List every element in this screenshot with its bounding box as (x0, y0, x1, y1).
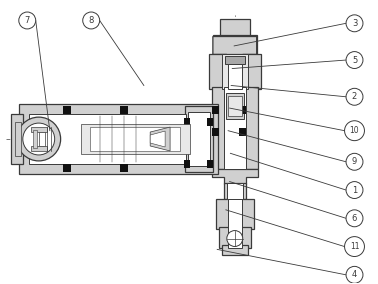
Bar (228, 64, 242, 89)
Polygon shape (213, 37, 257, 64)
Text: 8: 8 (88, 16, 94, 25)
Circle shape (345, 237, 364, 256)
Bar (239, 106, 246, 114)
Bar (207, 118, 213, 126)
Text: 2: 2 (352, 92, 357, 101)
Circle shape (346, 52, 363, 68)
Circle shape (17, 117, 60, 161)
Bar (222, 245, 248, 255)
Bar (90, 127, 180, 151)
Text: 11: 11 (350, 242, 359, 251)
Circle shape (346, 15, 363, 32)
Bar (222, 55, 248, 89)
Bar (209, 55, 261, 89)
Bar (31, 146, 47, 151)
Bar (39, 132, 45, 146)
Bar (63, 106, 71, 114)
Bar (184, 118, 190, 126)
Bar (120, 164, 128, 172)
Bar (31, 127, 47, 132)
Circle shape (227, 231, 243, 247)
Bar (227, 183, 243, 199)
Bar (19, 104, 218, 174)
Circle shape (346, 181, 363, 199)
Text: 4: 4 (352, 270, 357, 279)
Bar (239, 128, 246, 136)
Circle shape (346, 88, 363, 105)
Bar (185, 106, 213, 172)
Circle shape (345, 121, 364, 141)
Polygon shape (150, 131, 165, 147)
Bar (225, 57, 245, 64)
Bar (184, 160, 190, 168)
Text: 6: 6 (352, 214, 357, 223)
Text: 5: 5 (352, 56, 357, 64)
Bar (15, 122, 21, 156)
Bar (226, 93, 244, 119)
Text: 10: 10 (350, 126, 359, 135)
Bar (224, 183, 246, 199)
Bar (212, 87, 258, 169)
Bar (120, 106, 128, 114)
Polygon shape (150, 127, 170, 151)
Text: 7: 7 (25, 16, 30, 25)
Circle shape (346, 210, 363, 227)
Circle shape (83, 12, 100, 29)
Bar (220, 19, 250, 37)
Bar (228, 96, 242, 116)
Bar (212, 106, 219, 114)
Bar (81, 124, 190, 154)
Bar (212, 128, 219, 136)
Text: 3: 3 (352, 19, 357, 28)
Polygon shape (212, 169, 258, 184)
Text: 9: 9 (352, 157, 357, 166)
Bar (33, 130, 37, 148)
Bar (63, 164, 71, 172)
Circle shape (346, 153, 363, 170)
Bar (219, 227, 251, 248)
Bar (228, 199, 242, 248)
Circle shape (346, 266, 363, 283)
Bar (207, 160, 213, 168)
Bar (213, 35, 257, 55)
Bar (188, 112, 210, 166)
Bar (216, 199, 254, 229)
Bar (11, 114, 23, 164)
Bar (224, 87, 246, 169)
Text: 1: 1 (352, 185, 357, 195)
Circle shape (23, 123, 55, 155)
Circle shape (19, 12, 36, 29)
Bar (29, 114, 186, 164)
